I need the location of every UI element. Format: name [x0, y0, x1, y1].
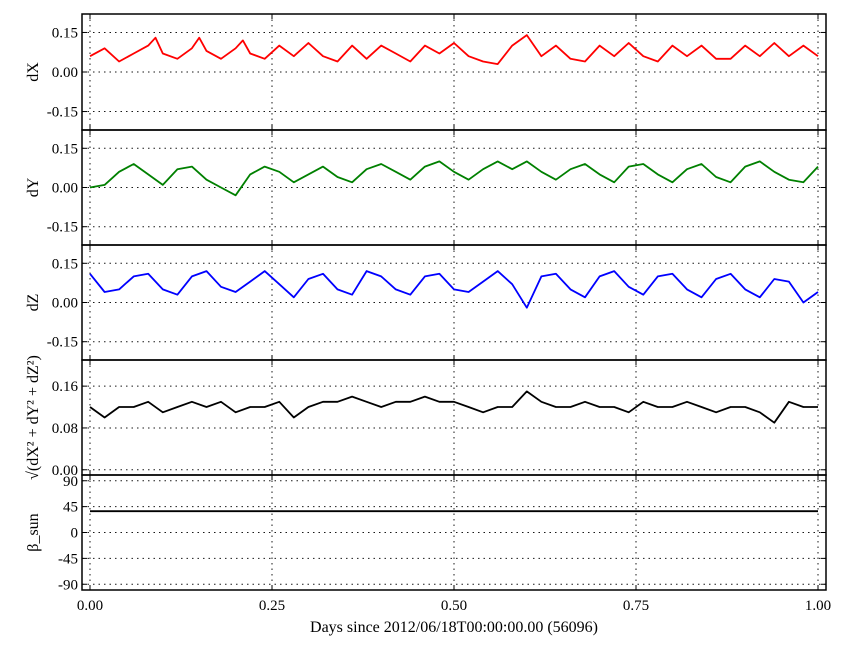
series-line-2	[89, 270, 819, 309]
y-tick-label: 0.08	[52, 421, 78, 437]
panel-2: 0.15 0.00 -0.15 dZ	[25, 244, 827, 361]
x-tick-label: 0.50	[441, 598, 467, 614]
y-tick-label: 0.15	[52, 25, 78, 41]
axes-frame	[81, 474, 827, 591]
y-tick-label: -0.15	[47, 105, 78, 121]
panel-0: 0.15 0.00 -0.15 dX	[25, 13, 827, 131]
y-tick-label: 0	[71, 526, 79, 542]
y-tick-label: 90	[63, 474, 78, 490]
y-tick-label: 0.00	[52, 296, 78, 312]
y-axis-label: β_sun	[25, 513, 42, 551]
y-axis-label: dY	[25, 177, 42, 197]
x-axis-label: Days since 2012/06/18T00:00:00.00 (56096…	[310, 619, 598, 636]
y-tick-label: 0.16	[52, 379, 79, 395]
y-tick-label: 0.00	[52, 463, 78, 479]
x-tick-label: 1.00	[805, 598, 831, 614]
y-axis-label: dX	[25, 62, 42, 82]
y-tick-label: -0.15	[47, 220, 78, 236]
y-tick-label: -90	[58, 577, 78, 593]
x-tick-labels: 0.00 0.25 0.50 0.75 1.00	[77, 598, 831, 614]
y-tick-label: 0.15	[52, 256, 78, 272]
series-line-1	[89, 160, 819, 197]
panel-4: 90 45 0 -45 -90 β_sun	[25, 474, 827, 593]
y-tick-label: -45	[58, 551, 78, 567]
y-tick-label: -0.15	[47, 335, 78, 351]
y-tick-label: 45	[63, 500, 78, 516]
y-tick-label: 0.00	[52, 181, 78, 197]
panel-3: 0.16 0.08 0.00 √(dX² + dY² + dZ²)	[25, 355, 827, 480]
x-tick-label: 0.25	[259, 598, 285, 614]
panels-group: 0.15 0.00 -0.15 dX 0.15 0.00 -0.15 dY 0.15 0.00 -0…	[25, 13, 827, 593]
y-tick-label: 0.00	[52, 65, 78, 81]
y-axis-label: dZ	[25, 294, 42, 312]
panel-1: 0.15 0.00 -0.15 dY	[25, 129, 827, 246]
series-line-0	[89, 34, 819, 65]
x-tick-label: 0.75	[623, 598, 649, 614]
x-tick-label: 0.00	[77, 598, 103, 614]
y-tick-label: 0.15	[52, 141, 78, 157]
y-axis-label: √(dX² + dY² + dZ²)	[25, 355, 42, 480]
series-line-3	[89, 390, 818, 424]
